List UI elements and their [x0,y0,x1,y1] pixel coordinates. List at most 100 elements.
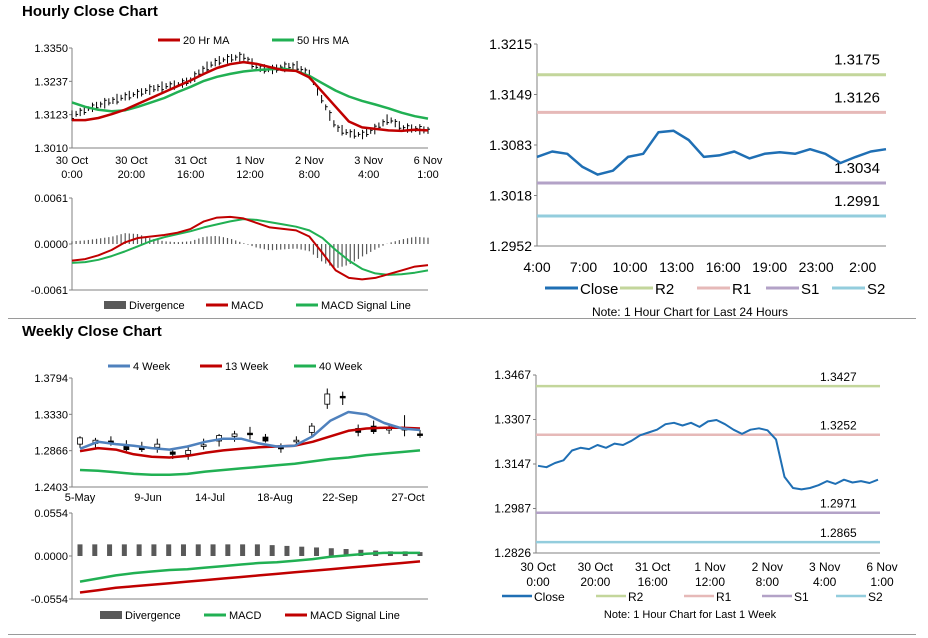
weekly-divergence-bar [92,544,98,556]
weekly-pivot-xtick: 12:00 [695,575,725,589]
hourly-macd-line [71,215,429,281]
section-divider-top [8,318,916,319]
hourly-price-xtick: 16:00 [177,169,205,181]
hourly-ma50-line [71,67,429,120]
hourly-ma20-legend-label: 20 Hr MA [183,35,230,47]
hourly-price-xtick: 31 Oct [174,155,206,167]
weekly-pivot-r1-label: 1.3252 [820,419,857,433]
hourly-macd-ytick: -0.0061 [31,285,68,297]
weekly-4week-line [79,410,421,451]
weekly-13week-legend-label: 13 Week [225,361,269,373]
weekly-pivot-xtick: 0:00 [526,575,550,589]
hourly-price-xtick: 0:00 [61,169,82,181]
weekly-40week-line [79,449,421,476]
weekly-pivot-xtick: 4:00 [813,575,837,589]
weekly-candle-body [417,433,423,436]
hourly-pivot-xtick: 2:00 [849,259,876,275]
hourly-price-xtick: 2 Nov [295,155,324,167]
hourly-section-title: Hourly Close Chart [22,3,158,20]
weekly-divergence-bar [314,547,320,556]
weekly-macd-legend-label: MACD [229,610,261,622]
hourly-pivot-r2-legend-label: R2 [655,281,674,298]
weekly-divergence-legend-swatch [100,611,122,619]
weekly-divergence-bar [328,548,334,556]
weekly-macd-signal-legend-label: MACD Signal Line [310,610,400,622]
weekly-price-ytick: 1.3794 [34,373,68,385]
weekly-candle-body [169,451,176,455]
hourly-pivot-ytick: 1.3149 [489,87,532,103]
weekly-pivot-ytick: 1.3467 [494,368,531,382]
hourly-price-ytick: 1.3123 [34,110,68,122]
weekly-candle-body [324,393,331,405]
weekly-pivot-close-legend-label: Close [534,590,565,604]
weekly-candle-body [200,444,207,447]
weekly-candle-body [247,432,253,436]
weekly-pivot-xtick: 30 Oct [520,560,556,574]
weekly-macd-ytick: -0.0554 [31,594,68,606]
weekly-pivot-xtick: 1:00 [870,575,894,589]
weekly-divergence-bar [240,544,246,556]
hourly-pivot-xtick: 13:00 [659,259,694,275]
weekly-divergence-bar [121,544,127,556]
hourly-price-xtick: 30 Oct [115,155,147,167]
weekly-pivot-r1-legend-label: R1 [716,590,732,604]
weekly-pivot-xtick: 1 Nov [694,560,725,574]
hourly-pivot-close-line [536,129,887,176]
hourly-macd-ytick: 0.0061 [34,193,68,205]
weekly-price-ytick: 1.2403 [34,482,68,494]
weekly-divergence-bar [166,544,172,556]
weekly-divergence-bar [269,545,275,556]
hourly-price-ytick: 1.3350 [34,43,68,55]
hourly-divergence-legend-label: Divergence [129,300,185,312]
weekly-4week-legend-label: 4 Week [133,361,171,373]
weekly-price-xtick: 5-May [65,492,96,504]
hourly-pivot-xtick: 10:00 [613,259,648,275]
weekly-price-xtick: 27-Oct [391,492,424,504]
hourly-price-xtick: 3 Nov [354,155,383,167]
hourly-ma50-legend-label: 50 Hrs MA [297,35,350,47]
hourly-pivot-r1-label: 1.3126 [834,89,880,106]
weekly-candle-body [154,443,161,448]
hourly-pivot-s1-label: 1.3034 [834,160,880,177]
weekly-price-xtick: 22-Sep [322,492,357,504]
hourly-macd-ytick: 0.0000 [34,239,68,251]
weekly-divergence-bar [284,545,290,556]
weekly-pivot-r2-label: 1.3427 [820,370,857,384]
weekly-pivot-xtick: 3 Nov [809,560,840,574]
weekly-pivot-note: Note: 1 Hour Chart for Last 1 Week [604,609,777,621]
hourly-ma20-line [72,60,429,133]
weekly-price-ytick: 1.3330 [34,409,68,421]
weekly-candle-body [185,450,192,455]
weekly-pivot-s2-legend-label: S2 [868,590,883,604]
weekly-divergence-bar [180,544,186,556]
weekly-candle-body [339,395,346,399]
hourly-pivot-xtick: 7:00 [570,259,597,275]
hourly-price-ytick: 1.3237 [34,76,68,88]
weekly-divergence-bar [225,544,231,556]
weekly-pivot-ytick: 1.2987 [494,502,531,516]
hourly-macd-signal-line [71,218,429,276]
weekly-price-xtick: 9-Jun [134,492,162,504]
weekly-13week-line [79,426,421,459]
hourly-price-xtick: 1 Nov [236,155,265,167]
weekly-divergence-bar [210,544,216,556]
hourly-price-xtick: 12:00 [236,169,264,181]
hourly-pivot-xtick: 16:00 [706,259,741,275]
weekly-divergence-bar [107,544,113,556]
hourly-divergence-legend-swatch [104,301,126,309]
hourly-pivot-ytick: 1.3083 [489,137,532,153]
weekly-pivot-xtick: 16:00 [638,575,668,589]
hourly-price-xtick: 6 Nov [414,155,443,167]
weekly-divergence-bar [77,544,83,556]
weekly-price-xtick: 18-Aug [257,492,292,504]
hourly-price-xtick: 30 Oct [56,155,88,167]
weekly-pivot-xtick: 20:00 [580,575,610,589]
hourly-pivot-s1-legend-label: S1 [801,281,819,298]
weekly-pivot-xtick: 2 Nov [752,560,783,574]
hourly-pivot-s2-label: 1.2991 [834,193,880,210]
weekly-pivot-r2-legend-label: R2 [628,590,644,604]
weekly-pivot-xtick: 31 Oct [635,560,671,574]
weekly-pivot-ytick: 1.3147 [494,457,531,471]
weekly-pivot-xtick: 6 Nov [866,560,897,574]
